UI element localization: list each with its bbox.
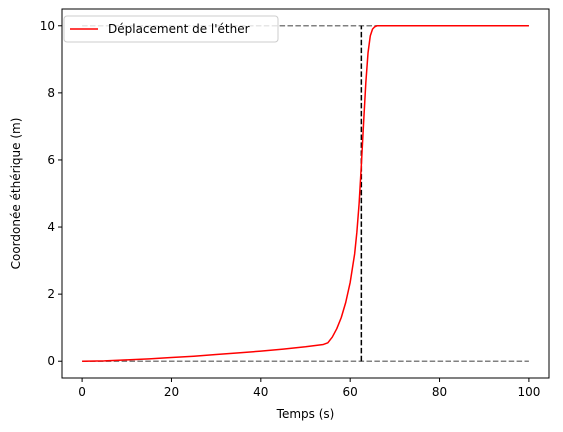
- legend-label: Déplacement de l'éther: [108, 22, 250, 36]
- axes-frame: [61, 8, 550, 379]
- y-tick-label: 8: [47, 86, 55, 100]
- x-tick-label: 100: [517, 385, 540, 399]
- y-tick-label: 0: [47, 354, 55, 368]
- axis-ticks: 0 20 40 60 80 100 0 2 4 6 8 10: [40, 19, 541, 399]
- x-tick-label: 0: [78, 385, 86, 399]
- legend: Déplacement de l'éther: [63, 15, 279, 43]
- x-tick-label: 80: [432, 385, 447, 399]
- x-axis-label: Temps (s): [276, 407, 335, 421]
- y-tick-label: 4: [47, 220, 55, 234]
- y-axis-label: Coordonée éthérique (m): [9, 118, 23, 270]
- x-tick-label: 40: [253, 385, 268, 399]
- y-tick-label: 6: [47, 153, 55, 167]
- y-tick-label: 10: [40, 19, 55, 33]
- plot-area: [61, 8, 550, 379]
- y-tick-label: 2: [47, 287, 55, 301]
- x-tick-label: 60: [343, 385, 358, 399]
- series-line: [82, 25, 529, 362]
- legend-box: [63, 15, 279, 43]
- x-tick-label: 20: [164, 385, 179, 399]
